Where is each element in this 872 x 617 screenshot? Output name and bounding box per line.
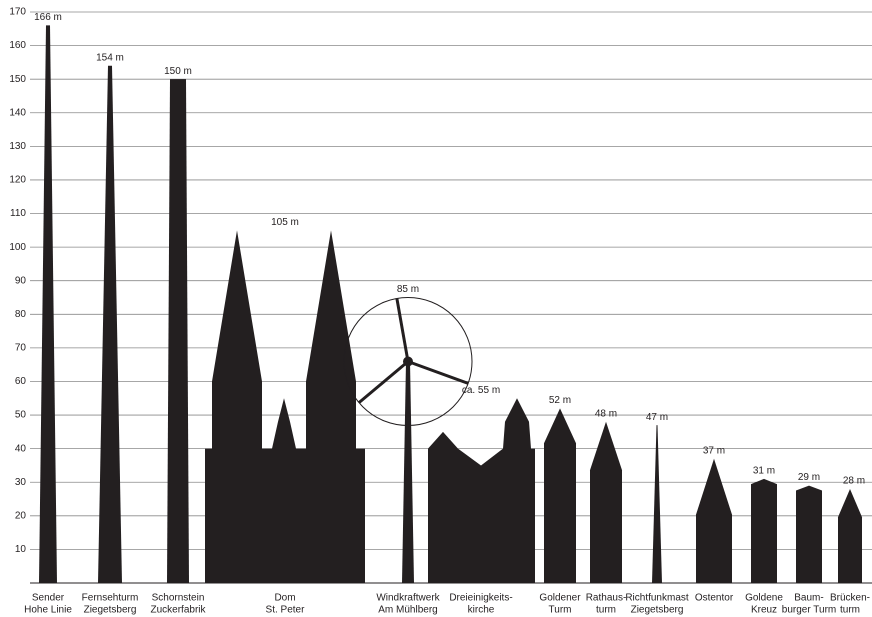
x-tick-label: Brücken- [830, 593, 870, 604]
x-tick-label: turm [840, 605, 860, 616]
y-tick-label: 140 [9, 107, 26, 118]
x-tick-label: Windkraftwerk [376, 593, 440, 604]
x-tick-label: Hohe Linie [24, 605, 72, 616]
y-tick-label: 40 [15, 443, 27, 454]
tower [402, 361, 414, 583]
rotor [343, 297, 473, 426]
building [544, 408, 576, 583]
value-label: 28 m [843, 476, 865, 487]
x-tick-label: Ziegetsberg [631, 605, 684, 616]
building [167, 79, 189, 584]
blade [407, 360, 469, 385]
x-tick-label: Zuckerfabrik [150, 605, 206, 616]
building [796, 485, 822, 583]
value-label: 29 m [798, 472, 820, 483]
x-tick-label: Kreuz [751, 605, 777, 616]
x-tick-label: Schornstein [152, 593, 205, 604]
y-tick-label: 110 [10, 208, 26, 219]
y-tick-label: 50 [15, 410, 27, 421]
y-tick-label: 160 [9, 40, 26, 51]
x-tick-label: Baum- [794, 593, 823, 604]
y-tick-label: 10 [15, 544, 27, 555]
y-tick-label: 120 [9, 175, 26, 186]
value-label: 48 m [595, 408, 617, 419]
value-label: 154 m [96, 52, 124, 63]
value-label: 105 m [271, 217, 299, 228]
building [838, 488, 862, 583]
x-tick-label: Turm [549, 605, 572, 616]
x-tick-label: kirche [468, 605, 495, 616]
building [428, 398, 535, 583]
x-tick-label: Richtfunkmast [625, 593, 689, 604]
blade [358, 360, 409, 404]
value-label: 37 m [703, 445, 725, 456]
building [590, 421, 622, 583]
x-tick-label: Fernsehturm [82, 593, 139, 604]
x-tick-label: St. Peter [266, 605, 306, 616]
y-tick-label: 130 [9, 141, 26, 152]
value-label: 166 m [34, 12, 62, 23]
y-tick-label: 100 [9, 242, 26, 253]
x-tick-label: Ostentor [695, 593, 734, 604]
x-tick-label: Sender [32, 593, 65, 604]
value-label: 52 m [549, 395, 571, 406]
value-label: 47 m [646, 412, 668, 423]
building [39, 25, 57, 583]
value-label: ca. 55 m [462, 385, 500, 396]
value-label: 31 m [753, 466, 775, 477]
y-tick-label: 150 [9, 74, 26, 85]
y-tick-label: 30 [15, 477, 27, 488]
y-tick-label: 60 [15, 376, 27, 387]
y-tick-label: 70 [15, 343, 27, 354]
value-label: 85 m [397, 284, 419, 295]
building [98, 65, 122, 584]
building [652, 425, 662, 583]
x-tick-label: Rathaus- [586, 593, 627, 604]
y-tick-label: 20 [15, 510, 27, 521]
x-tick-label: Goldene [745, 593, 783, 604]
building [205, 230, 365, 583]
x-tick-label: Am Mühlberg [378, 605, 437, 616]
y-tick-label: 170 [9, 7, 26, 18]
x-tick-label: Dreieinigkeits- [449, 593, 512, 604]
value-label: 150 m [164, 66, 192, 77]
x-tick-label: Dom [274, 593, 295, 604]
blade [395, 298, 410, 362]
y-tick-label: 80 [15, 309, 27, 320]
y-tick-label: 90 [15, 275, 27, 286]
hub [403, 356, 413, 367]
x-tick-label: turm [596, 605, 616, 616]
building [696, 458, 732, 583]
x-tick-label: Goldener [539, 593, 581, 604]
x-tick-label: burger Turm [782, 605, 836, 616]
x-tick-label: Ziegetsberg [84, 605, 137, 616]
building [751, 478, 777, 583]
